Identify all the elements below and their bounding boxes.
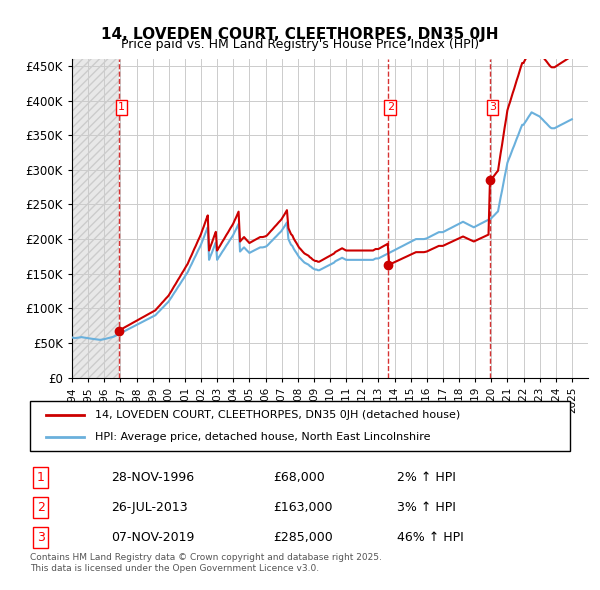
Text: Contains HM Land Registry data © Crown copyright and database right 2025.
This d: Contains HM Land Registry data © Crown c… [30, 553, 382, 573]
Text: 2: 2 [37, 501, 45, 514]
Text: 2% ↑ HPI: 2% ↑ HPI [397, 471, 456, 484]
Text: HPI: Average price, detached house, North East Lincolnshire: HPI: Average price, detached house, Nort… [95, 432, 430, 442]
Text: 28-NOV-1996: 28-NOV-1996 [111, 471, 194, 484]
Text: 46% ↑ HPI: 46% ↑ HPI [397, 531, 464, 544]
Text: 3: 3 [37, 531, 45, 544]
Text: 1: 1 [118, 103, 125, 113]
Text: 1: 1 [37, 471, 45, 484]
Text: 14, LOVEDEN COURT, CLEETHORPES, DN35 0JH: 14, LOVEDEN COURT, CLEETHORPES, DN35 0JH [101, 27, 499, 41]
Text: 2: 2 [386, 103, 394, 113]
Text: 26-JUL-2013: 26-JUL-2013 [111, 501, 188, 514]
Text: 14, LOVEDEN COURT, CLEETHORPES, DN35 0JH (detached house): 14, LOVEDEN COURT, CLEETHORPES, DN35 0JH… [95, 410, 460, 420]
Text: 3: 3 [489, 103, 496, 113]
Text: 07-NOV-2019: 07-NOV-2019 [111, 531, 194, 544]
Text: 3% ↑ HPI: 3% ↑ HPI [397, 501, 456, 514]
Text: £163,000: £163,000 [273, 501, 332, 514]
Text: £68,000: £68,000 [273, 471, 325, 484]
Text: Price paid vs. HM Land Registry's House Price Index (HPI): Price paid vs. HM Land Registry's House … [121, 38, 479, 51]
FancyBboxPatch shape [30, 401, 570, 451]
Text: £285,000: £285,000 [273, 531, 333, 544]
